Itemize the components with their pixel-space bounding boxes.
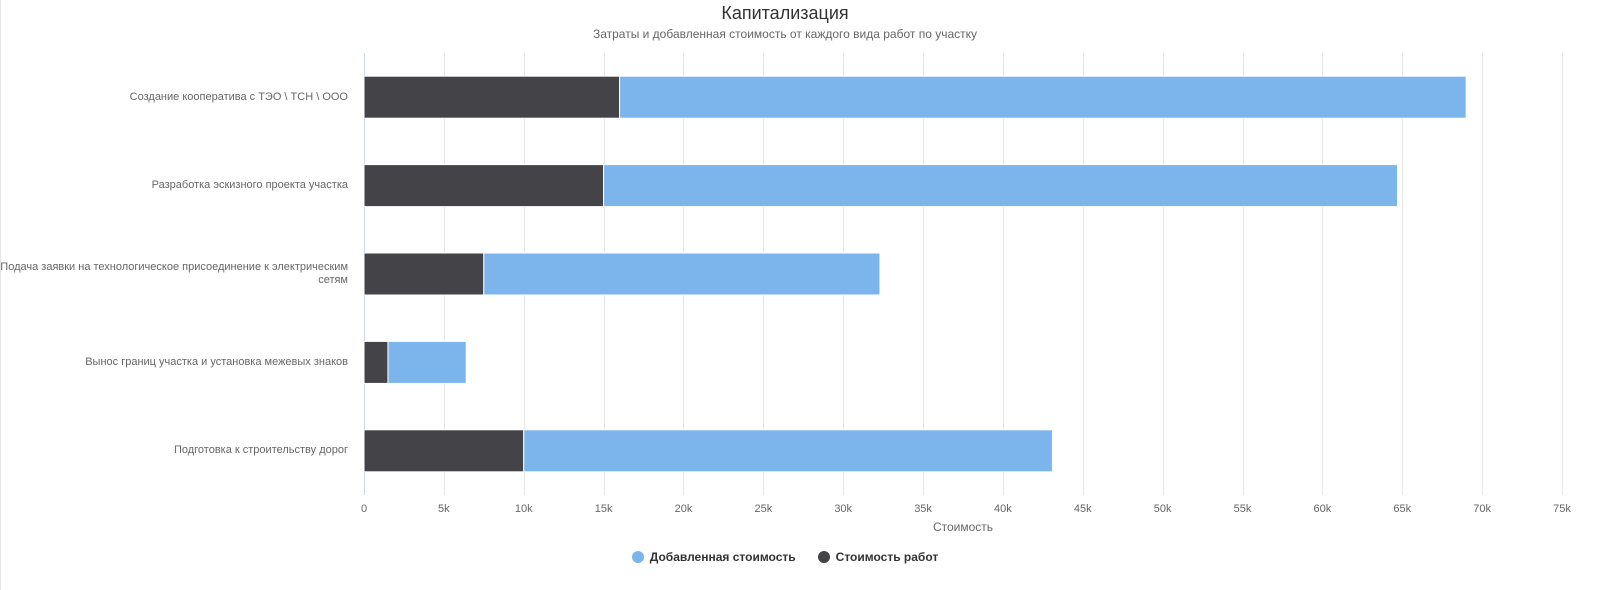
bar-added-value[interactable] <box>619 75 1467 119</box>
bar-work-cost[interactable] <box>363 75 621 119</box>
bar-work-cost[interactable] <box>363 164 605 208</box>
x-tick-label: 70k <box>1473 503 1491 515</box>
x-tick-label: 30k <box>834 503 853 515</box>
category-label: Подача заявки на технологическое присоед… <box>0 261 348 286</box>
x-tick-label: 40k <box>994 503 1012 515</box>
category-label: Разработка эскизного проекта участка <box>151 179 348 192</box>
legend-marker-work-cost <box>817 551 830 563</box>
x-tick-label: 25k <box>754 503 773 515</box>
x-tick-label: 20k <box>674 503 693 515</box>
bar-work-cost[interactable] <box>363 429 525 473</box>
legend-label-work-cost: Стоимость работ <box>835 550 939 564</box>
x-tick-label: 55k <box>1233 503 1252 515</box>
legend-marker-added-value <box>631 551 644 563</box>
chart-subtitle: Затраты и добавленная стоимость от каждо… <box>592 27 978 41</box>
bar-added-value[interactable] <box>523 429 1053 473</box>
x-tick-label: 60k <box>1313 503 1332 515</box>
chart-plot-area <box>363 53 1563 495</box>
x-tick-label: 10k <box>514 503 533 515</box>
x-tick-label: 0 <box>360 503 368 515</box>
legend-item-work-cost[interactable]: Стоимость работ <box>817 550 939 564</box>
legend-label-added-value: Добавленная стоимость <box>649 550 796 564</box>
legend-item-added-value[interactable]: Добавленная стоимость <box>631 550 796 564</box>
bar-added-value[interactable] <box>387 340 467 384</box>
chart-title: Капитализация <box>721 3 849 23</box>
legend: Добавленная стоимость Стоимость работ <box>1 550 1569 564</box>
bar-added-value[interactable] <box>603 164 1398 208</box>
bar-work-cost[interactable] <box>363 252 485 296</box>
category-label: Подготовка к строительству дорог <box>173 444 348 457</box>
x-tick-label: 45k <box>1073 503 1092 515</box>
bar-work-cost[interactable] <box>363 340 389 384</box>
x-axis-title: Стоимость <box>932 520 994 534</box>
x-tick-label: 65k <box>1393 503 1412 515</box>
bar-added-value[interactable] <box>483 252 881 296</box>
x-tick-label: 5k <box>438 503 450 515</box>
x-tick-label: 15k <box>594 503 613 515</box>
x-tick-label: 75k <box>1553 503 1571 515</box>
category-label: Вынос границ участка и установка межевых… <box>85 355 348 368</box>
category-label: Создание кооператива с ТЭО \ ТСН \ ООО <box>129 90 348 103</box>
x-tick-label: 35k <box>914 503 932 515</box>
x-tick-label: 50k <box>1153 503 1172 515</box>
